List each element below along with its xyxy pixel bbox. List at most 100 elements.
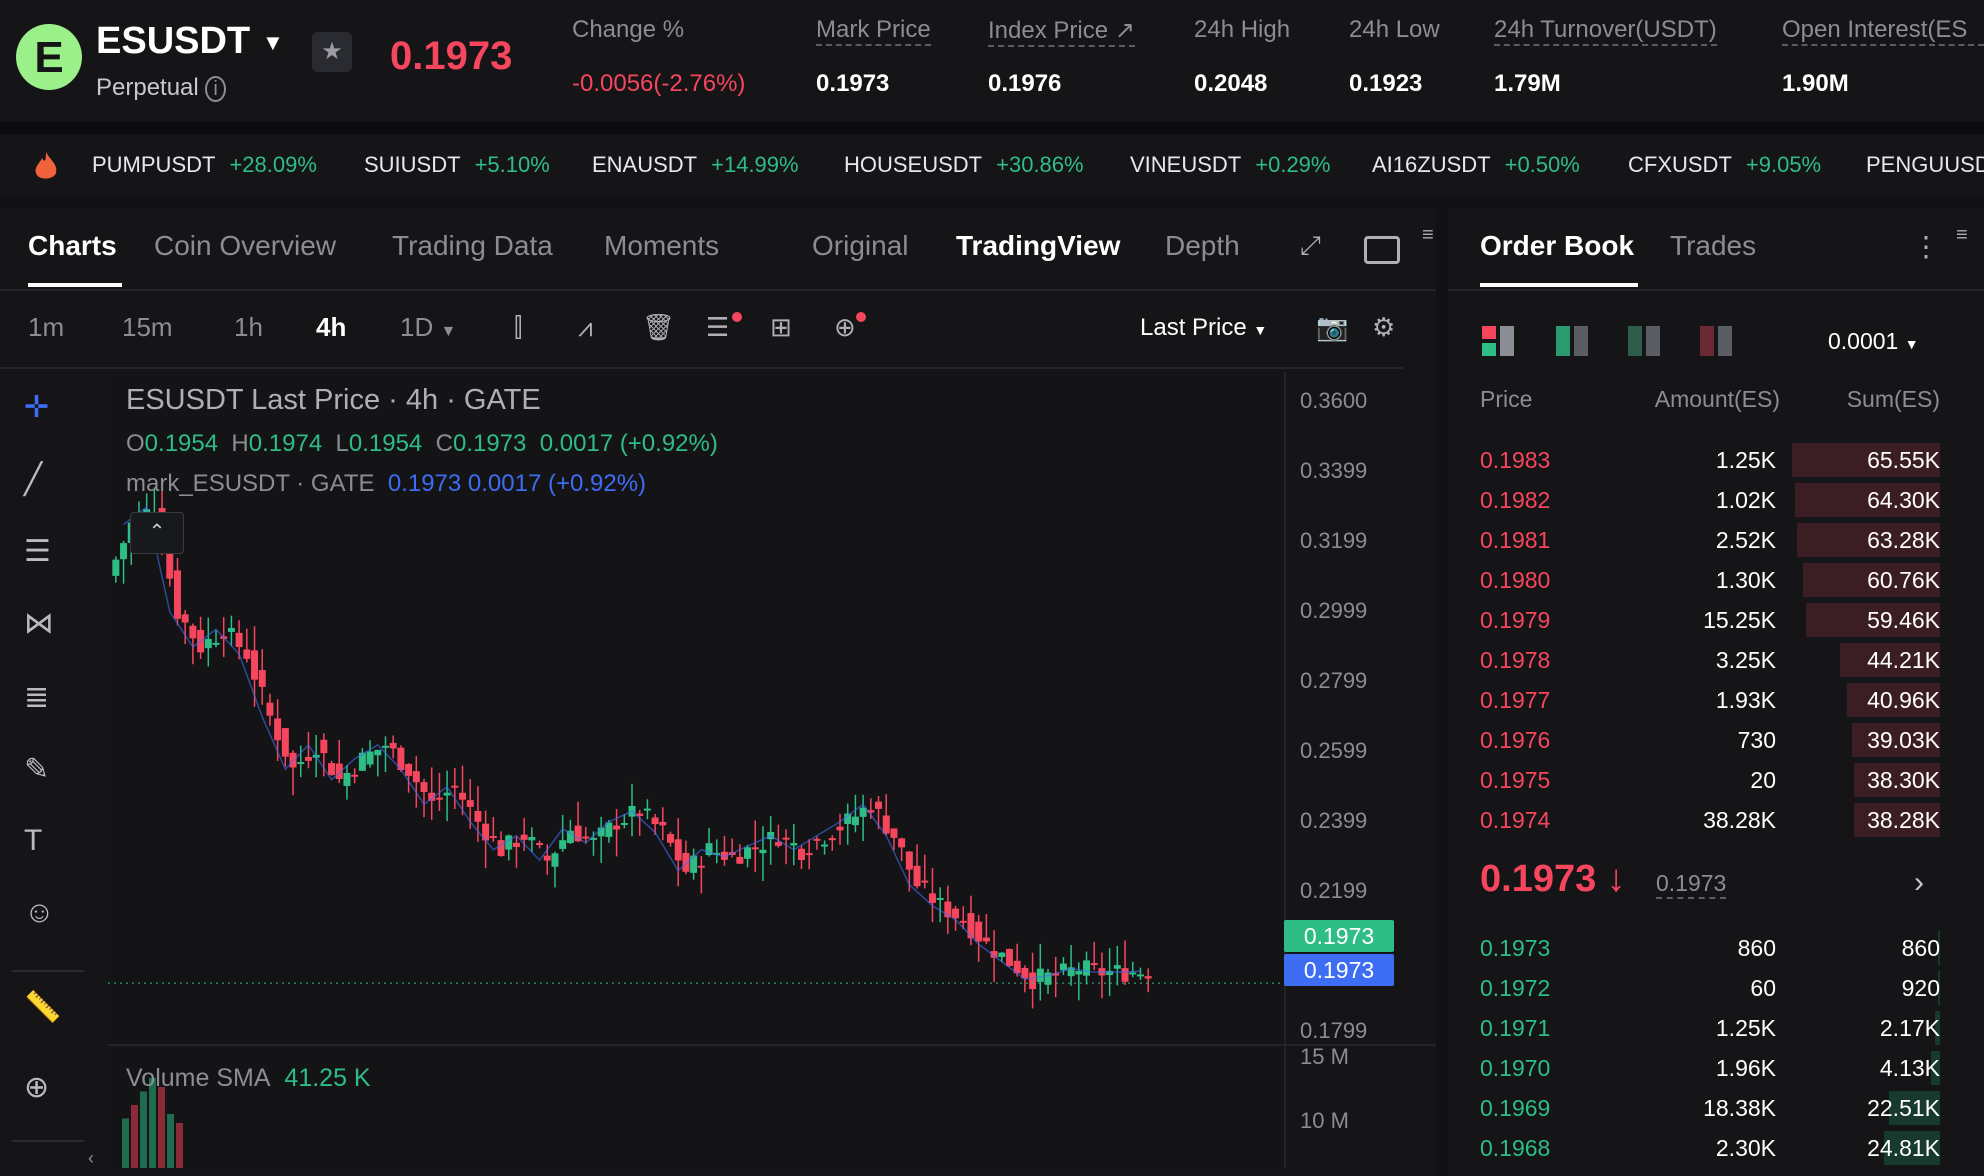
emoji-icon[interactable]: ☺ xyxy=(24,896,55,929)
ticker-item[interactable]: AI16ZUSDT +0.50% xyxy=(1372,152,1580,177)
fib-icon[interactable]: ≣ xyxy=(24,681,50,714)
candle-body xyxy=(613,825,621,830)
depth-bar xyxy=(1847,683,1940,717)
settings-icon[interactable]: ⚙ xyxy=(1372,312,1396,342)
panel-menu-icon[interactable]: ≡ xyxy=(1422,224,1434,246)
tab-trading-data[interactable]: Trading Data xyxy=(392,230,553,261)
tab-charts[interactable]: Charts xyxy=(28,230,117,261)
tab-order-book[interactable]: Order Book xyxy=(1480,230,1635,261)
stat-label-index-price[interactable]: Index Price ↗ xyxy=(988,16,1135,47)
tab-coin-overview[interactable]: Coin Overview xyxy=(154,230,337,261)
indicators-icon[interactable]: ⩘ xyxy=(578,312,593,342)
stat-label-24h-turnover[interactable]: 24h Turnover(USDT) xyxy=(1494,16,1717,46)
scroll-left-icon[interactable]: ‹ xyxy=(88,1148,94,1168)
collapse-legend-button[interactable]: ⌃ xyxy=(130,512,184,554)
ask-row[interactable]: 0.1978 3.25K 44.21K xyxy=(1480,641,1940,677)
trendline-icon[interactable]: ╱ xyxy=(24,463,43,496)
layout-grid-icon[interactable]: ⊞ xyxy=(770,312,792,342)
ruler-icon[interactable]: 📏 xyxy=(24,991,62,1024)
ticker-item[interactable]: SUIUSDT +5.10% xyxy=(364,152,550,177)
candle-body xyxy=(366,751,374,765)
add-indicator-icon[interactable]: ⊕ xyxy=(834,312,856,342)
timeframe-4h[interactable]: 4h xyxy=(316,312,347,342)
info-icon[interactable]: i xyxy=(205,76,226,102)
camera-icon[interactable]: 📷 xyxy=(1316,312,1349,342)
view-depth-icon[interactable] xyxy=(1628,326,1662,361)
precision-select[interactable]: 0.0001 ▼ xyxy=(1828,328,1919,354)
view-both-icon[interactable] xyxy=(1482,326,1516,361)
trash-icon[interactable]: 🗑 xyxy=(642,312,676,342)
candle-body xyxy=(343,772,351,786)
stat-label-open-interest[interactable]: Open Interest(ES xyxy=(1782,16,1984,46)
panel-menu-icon[interactable]: ≡ xyxy=(1956,224,1968,246)
candle-type-icon[interactable]: ⫿ xyxy=(514,312,523,342)
fullscreen-icon[interactable]: ⤢ xyxy=(1300,230,1321,260)
chevron-down-icon[interactable]: ▼ xyxy=(1904,336,1919,352)
bid-row[interactable]: 0.1972 60 920 xyxy=(1480,969,1940,1005)
chevron-down-icon[interactable]: ▼ xyxy=(440,323,457,340)
ask-row[interactable]: 0.1983 1.25K 65.55K xyxy=(1480,441,1940,477)
bid-row[interactable]: 0.1970 1.96K 4.13K xyxy=(1480,1049,1940,1085)
row-sum: 59.46K xyxy=(1867,607,1940,633)
tab-trades[interactable]: Trades xyxy=(1670,230,1757,261)
view-original[interactable]: Original xyxy=(812,230,909,261)
candle-body xyxy=(112,559,120,576)
candle-body xyxy=(443,792,451,796)
view-asks-icon[interactable] xyxy=(1700,326,1734,361)
ask-row[interactable]: 0.1974 38.28K 38.28K xyxy=(1480,801,1940,837)
ticker-item[interactable]: ENAUSDT +14.99% xyxy=(592,152,799,177)
text-icon[interactable]: T xyxy=(24,824,43,857)
bid-row[interactable]: 0.1973 860 860 xyxy=(1480,929,1940,965)
candle-body xyxy=(374,749,382,756)
ask-row[interactable]: 0.1977 1.93K 40.96K xyxy=(1480,681,1940,717)
stat-label-mark-price[interactable]: Mark Price xyxy=(816,16,931,46)
candle-body xyxy=(921,880,929,883)
view-tradingview[interactable]: TradingView xyxy=(956,230,1121,261)
ask-row[interactable]: 0.1976 730 39.03K xyxy=(1480,721,1940,757)
favorite-star-icon[interactable]: ★ xyxy=(312,32,352,72)
candle-body xyxy=(520,834,528,840)
bid-row[interactable]: 0.1971 1.25K 2.17K xyxy=(1480,1009,1940,1045)
ticker-item[interactable]: VINEUSDT +0.29% xyxy=(1130,152,1331,177)
crosshair-icon[interactable]: ✛ xyxy=(24,391,50,424)
candle-body xyxy=(466,800,474,807)
timeframe-1m[interactable]: 1m xyxy=(28,312,65,342)
ask-row[interactable]: 0.1982 1.02K 64.30K xyxy=(1480,481,1940,517)
ticker-item[interactable]: HOUSEUSDT +30.86% xyxy=(844,152,1084,177)
ob-mid-mark[interactable]: 0.1973 xyxy=(1656,870,1727,899)
bid-row[interactable]: 0.1969 18.38K 22.51K xyxy=(1480,1089,1940,1125)
external-link-icon[interactable]: ↗ xyxy=(1114,17,1135,44)
divider xyxy=(1448,289,1984,291)
more-menu-icon[interactable]: ⋮ xyxy=(1912,231,1940,262)
timeframe-1d[interactable]: 1D ▼ xyxy=(400,312,457,342)
view-depth[interactable]: Depth xyxy=(1165,230,1240,261)
exchange-logo[interactable]: E xyxy=(16,24,82,90)
row-sum: 4.13K xyxy=(1879,1055,1940,1081)
ticker-item[interactable]: PENGUUSD xyxy=(1866,152,1984,177)
chart-canvas[interactable] xyxy=(108,372,1284,1168)
chevron-down-icon[interactable]: ▼ xyxy=(1253,322,1268,338)
chevron-down-icon[interactable]: ▼ xyxy=(262,30,284,55)
window-icon[interactable] xyxy=(1364,236,1400,264)
ticker-item[interactable]: CFXUSDT +9.05% xyxy=(1628,152,1822,177)
brush-icon[interactable]: ✎ xyxy=(24,753,50,786)
volume-bar xyxy=(167,1114,174,1168)
ask-row[interactable]: 0.1980 1.30K 60.76K xyxy=(1480,561,1940,597)
timeframe-15m[interactable]: 15m xyxy=(122,312,173,342)
list-icon[interactable]: ☰ xyxy=(706,312,730,342)
bid-row[interactable]: 0.1968 2.30K 24.81K xyxy=(1480,1129,1940,1165)
zoom-in-icon[interactable]: ⊕ xyxy=(24,1071,50,1104)
ticker-item[interactable]: PUMPUSDT +28.09% xyxy=(92,152,317,177)
ask-row[interactable]: 0.1975 20 38.30K xyxy=(1480,761,1940,797)
pattern-icon[interactable]: ⋈ xyxy=(24,607,54,640)
ask-row[interactable]: 0.1979 15.25K 59.46K xyxy=(1480,601,1940,637)
horizontal-lines-icon[interactable]: ☰ xyxy=(24,535,51,568)
timeframe-1h[interactable]: 1h xyxy=(234,312,263,342)
candlestick-chart[interactable] xyxy=(108,372,1284,1168)
symbol-name[interactable]: ESUSDT xyxy=(96,20,251,62)
chevron-right-icon[interactable]: › xyxy=(1914,866,1924,899)
tab-moments[interactable]: Moments xyxy=(604,230,720,261)
ask-row[interactable]: 0.1981 2.52K 63.28K xyxy=(1480,521,1940,557)
price-type-select[interactable]: Last Price ▼ xyxy=(1140,314,1268,341)
view-bids-icon[interactable] xyxy=(1556,326,1590,361)
